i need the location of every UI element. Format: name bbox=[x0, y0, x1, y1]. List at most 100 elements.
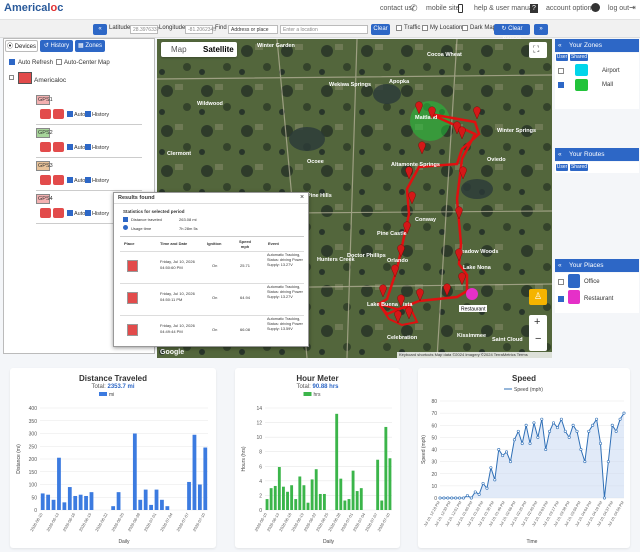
map-type-map[interactable]: Map bbox=[171, 45, 187, 54]
device-row[interactable]: GPS3 Auto History bbox=[22, 161, 148, 193]
find-type-select[interactable]: Address or place bbox=[228, 25, 278, 34]
account-icon bbox=[591, 3, 600, 12]
help-icon: ? bbox=[530, 4, 538, 13]
bar bbox=[154, 489, 159, 510]
device-color-swatch bbox=[36, 194, 50, 204]
y-tick-label: 4 bbox=[259, 479, 262, 485]
map-place-label: Meadow Woods bbox=[457, 249, 498, 255]
restaurant-marker bbox=[466, 288, 478, 300]
settings-icon[interactable] bbox=[53, 208, 64, 218]
settings-icon[interactable] bbox=[53, 142, 64, 152]
device-row[interactable]: GPS2 Auto History bbox=[22, 128, 148, 160]
device-row[interactable]: GPS1 Auto History bbox=[22, 95, 148, 127]
logout-link[interactable]: log out bbox=[608, 5, 630, 12]
help-link[interactable]: help & user manuals bbox=[474, 5, 538, 12]
bar bbox=[314, 469, 318, 510]
place-office-label: Office bbox=[584, 279, 600, 285]
settings-icon[interactable] bbox=[53, 175, 64, 185]
speed-point bbox=[540, 417, 544, 421]
latitude-label: Latitude: bbox=[109, 25, 133, 31]
history-checkbox[interactable] bbox=[85, 210, 91, 216]
hour-chart: hrs024681012142026-06-102026-06-132026-0… bbox=[241, 392, 392, 545]
longitude-input[interactable]: -81.2062345 bbox=[185, 25, 216, 34]
bar bbox=[269, 488, 273, 510]
x-tick-label: 2026-07-10 bbox=[192, 511, 207, 532]
row-ignition: On bbox=[212, 263, 218, 268]
map-marker-icon[interactable] bbox=[40, 142, 51, 152]
zones-shared-tab[interactable]: Shared bbox=[570, 54, 588, 61]
clear-screen-button[interactable]: ↻ Clear Screen bbox=[494, 24, 530, 43]
speed-point bbox=[610, 423, 614, 427]
zoom-out-button[interactable]: − bbox=[535, 333, 542, 345]
track-marker bbox=[405, 166, 413, 180]
bar bbox=[51, 499, 56, 510]
map-type-satellite[interactable]: Satellite bbox=[203, 45, 234, 54]
map-marker-icon[interactable] bbox=[40, 208, 51, 218]
settings-icon[interactable] bbox=[53, 109, 64, 119]
table-row[interactable]: Friday, Jul 10, 2026 04:50:11 PM On 64.94 A… bbox=[120, 283, 304, 313]
auto-center-checkbox[interactable] bbox=[56, 59, 62, 65]
contact-link[interactable]: contact us bbox=[380, 5, 412, 12]
speed-point bbox=[563, 429, 567, 433]
auto-checkbox[interactable] bbox=[67, 111, 73, 117]
tab-history[interactable]: ↺ History bbox=[40, 40, 73, 52]
zone-airport-checkbox[interactable] bbox=[558, 68, 564, 74]
routes-shared-tab[interactable]: Shared bbox=[570, 164, 588, 171]
place-restaurant-checkbox[interactable] bbox=[558, 296, 564, 302]
track-marker bbox=[458, 272, 466, 286]
history-label: History bbox=[92, 211, 110, 217]
account-link[interactable]: account options bbox=[546, 5, 596, 12]
routes-header[interactable]: « Your Routes bbox=[555, 148, 639, 161]
speed-point bbox=[602, 496, 606, 500]
auto-label: Auto bbox=[74, 145, 86, 151]
tab-devices[interactable]: ⦿ Devices bbox=[5, 40, 38, 52]
clear-button[interactable]: Clear bbox=[371, 24, 390, 35]
bar bbox=[351, 470, 355, 510]
tab-zones[interactable]: ▦ Zones bbox=[75, 40, 105, 52]
auto-checkbox[interactable] bbox=[67, 177, 73, 183]
auto-checkbox[interactable] bbox=[67, 144, 73, 150]
fullscreen-button[interactable]: ⛶ bbox=[529, 42, 547, 58]
device-row[interactable]: GPS4 Auto History bbox=[22, 194, 148, 226]
dark-map-checkbox[interactable] bbox=[462, 25, 468, 31]
track-marker bbox=[408, 191, 416, 205]
history-checkbox[interactable] bbox=[85, 177, 91, 183]
zoom-in-button[interactable]: + bbox=[534, 316, 541, 328]
mobile-link[interactable]: mobile site bbox=[426, 5, 460, 12]
street-view-button[interactable]: ♙ bbox=[529, 289, 547, 305]
track-marker bbox=[458, 126, 466, 140]
places-header[interactable]: « Your Places bbox=[555, 259, 639, 272]
table-row[interactable]: Friday, Jul 10, 2026 04:49:44 PM On 66.08 A… bbox=[120, 315, 304, 345]
speed-point bbox=[532, 421, 536, 425]
table-row[interactable]: Friday, Jul 10, 2026 04:50:60 PM On 25.71 A… bbox=[120, 251, 304, 281]
zones-user-tab[interactable]: User bbox=[556, 54, 568, 61]
latitude-input[interactable]: 28.3976337 bbox=[130, 25, 159, 34]
x-tick-label: 2026-06-28 bbox=[127, 511, 142, 532]
zones-header[interactable]: « Your Zones bbox=[555, 39, 639, 52]
collapse-left-button[interactable]: « bbox=[93, 24, 107, 35]
collapse-group-icon[interactable] bbox=[9, 75, 14, 80]
traffic-checkbox[interactable] bbox=[396, 25, 402, 31]
speed-chart-title: Speed bbox=[511, 374, 536, 383]
auto-refresh-checkbox[interactable] bbox=[9, 59, 15, 65]
place-office-checkbox[interactable] bbox=[558, 279, 564, 285]
tab-devices-label: Devices bbox=[14, 44, 36, 50]
map-marker-icon[interactable] bbox=[40, 175, 51, 185]
y-tick-label: 400 bbox=[29, 406, 38, 412]
collapse-right-button[interactable]: » bbox=[534, 24, 548, 35]
location-search-input[interactable]: Enter a location bbox=[280, 25, 368, 34]
y-tick-label: 20 bbox=[431, 472, 437, 478]
logo[interactable]: Americaloc bbox=[4, 2, 64, 14]
zone-mall-checkbox[interactable] bbox=[558, 82, 564, 88]
routes-user-tab[interactable]: User bbox=[556, 164, 568, 171]
distance-chart-title: Distance Traveled bbox=[78, 374, 148, 383]
my-location-checkbox[interactable] bbox=[422, 25, 428, 31]
auto-checkbox[interactable] bbox=[67, 210, 73, 216]
track-marker bbox=[473, 106, 481, 120]
history-checkbox[interactable] bbox=[85, 144, 91, 150]
map-marker-icon[interactable] bbox=[40, 109, 51, 119]
zones-title: Your Zones bbox=[569, 42, 603, 49]
speed-point bbox=[536, 435, 540, 439]
close-icon[interactable]: × bbox=[300, 194, 305, 201]
history-checkbox[interactable] bbox=[85, 111, 91, 117]
